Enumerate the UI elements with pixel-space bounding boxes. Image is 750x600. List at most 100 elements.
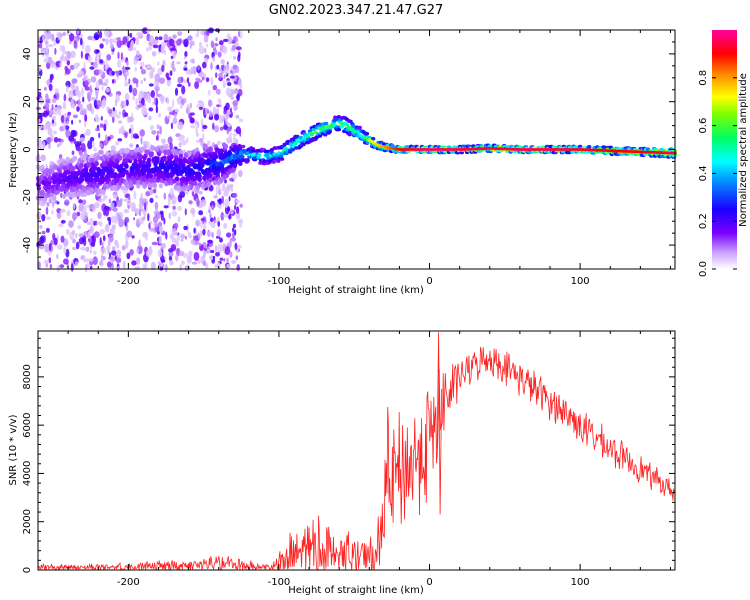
- noise-speck: [187, 231, 191, 238]
- noise-speck: [75, 233, 78, 239]
- noise-speck: [180, 260, 185, 266]
- noise-speck: [168, 252, 174, 257]
- noise-speck: [124, 216, 130, 224]
- noise-speck: [170, 55, 174, 60]
- noise-speck: [79, 103, 83, 111]
- noise-speck: [224, 187, 229, 196]
- noise-speck: [214, 125, 219, 133]
- noise-speck: [160, 44, 165, 54]
- noise-speck: [83, 61, 86, 70]
- ridge-cell: [301, 142, 306, 147]
- noise-speck: [229, 75, 236, 79]
- noise-speck: [136, 50, 140, 57]
- noise-speck: [96, 100, 102, 107]
- noise-speck: [231, 260, 237, 264]
- ridge-cell: [257, 153, 262, 157]
- noise-speck: [68, 220, 74, 228]
- noise-speck: [232, 192, 238, 199]
- noise-speck: [123, 198, 129, 202]
- noise-speck: [235, 114, 240, 119]
- noise-speck: [202, 133, 205, 140]
- noise-speck: [40, 235, 45, 244]
- noise-speck: [44, 244, 50, 248]
- ridge-cell: [137, 162, 143, 169]
- noise-speck: [181, 85, 186, 95]
- noise-speck: [65, 56, 68, 62]
- snr-x-tick-label: -100: [268, 577, 291, 588]
- noise-speck: [184, 61, 188, 65]
- snr-x-axis-label: Height of straight line (km): [288, 585, 424, 596]
- noise-speck: [159, 210, 164, 215]
- noise-speck: [35, 106, 42, 111]
- ridge-cell: [146, 157, 152, 163]
- noise-speck: [228, 195, 231, 202]
- ridge-cell: [114, 178, 119, 184]
- noise-speck: [89, 136, 95, 142]
- noise-speck: [178, 142, 182, 148]
- noise-speck: [227, 82, 232, 87]
- noise-speck: [78, 199, 83, 204]
- noise-speck: [54, 88, 60, 94]
- noise-speck: [136, 218, 139, 225]
- noise-speck: [220, 59, 225, 65]
- ridge-cell: [364, 131, 370, 136]
- noise-speck: [194, 120, 198, 126]
- ridge-cell: [323, 132, 328, 137]
- noise-speck: [155, 135, 159, 141]
- snr-y-tick-label: 8000: [22, 364, 33, 389]
- noise-speck: [78, 233, 84, 238]
- noise-speck: [47, 127, 53, 136]
- noise-speck: [89, 66, 95, 70]
- noise-speck: [166, 78, 171, 87]
- noise-speck: [217, 51, 222, 58]
- noise-speck: [217, 262, 221, 269]
- ridge-cell: [80, 176, 85, 182]
- noise-speck: [202, 124, 208, 130]
- noise-speck: [115, 114, 121, 119]
- noise-speck: [112, 116, 115, 124]
- noise-speck: [100, 116, 103, 121]
- noise-speck: [221, 195, 224, 204]
- noise-speck: [70, 50, 76, 59]
- spectrogram-y-tick-label: -40: [22, 237, 33, 253]
- noise-speck: [118, 111, 122, 115]
- ridge-cell: [298, 135, 304, 140]
- noise-speck: [222, 46, 228, 54]
- noise-speck: [190, 124, 196, 129]
- ridge-cell: [141, 159, 146, 166]
- noise-speck: [51, 33, 55, 42]
- noise-speck: [98, 220, 103, 225]
- ridge-cell: [174, 150, 179, 156]
- noise-speck: [157, 249, 163, 258]
- noise-speck: [160, 138, 167, 144]
- noise-speck: [149, 227, 155, 232]
- ridge-cell: [137, 158, 143, 164]
- noise-speck: [116, 37, 121, 41]
- noise-speck: [100, 247, 107, 255]
- noise-speck: [120, 52, 123, 61]
- noise-speck: [158, 225, 164, 234]
- noise-speck: [74, 261, 79, 266]
- noise-speck: [152, 215, 159, 223]
- noise-speck: [39, 225, 43, 229]
- noise-speck: [48, 250, 51, 256]
- noise-speck: [53, 237, 58, 246]
- noise-speck: [76, 146, 82, 152]
- noise-speck: [79, 137, 85, 143]
- noise-speck: [84, 45, 91, 54]
- ridge-cell: [206, 181, 211, 188]
- noise-speck: [84, 114, 88, 122]
- snr-y-tick-label: 0: [22, 567, 33, 573]
- noise-speck: [81, 199, 87, 205]
- noise-speck: [111, 224, 116, 231]
- ridge-cell: [282, 142, 287, 147]
- noise-speck: [210, 62, 213, 71]
- noise-speck: [107, 261, 112, 268]
- ridge-cell: [150, 145, 155, 151]
- noise-speck: [196, 198, 200, 207]
- noise-speck: [198, 190, 203, 195]
- ridge-cell: [240, 154, 245, 159]
- noise-speck: [99, 237, 102, 246]
- noise-speck: [202, 260, 207, 267]
- ridge-cell: [287, 150, 293, 154]
